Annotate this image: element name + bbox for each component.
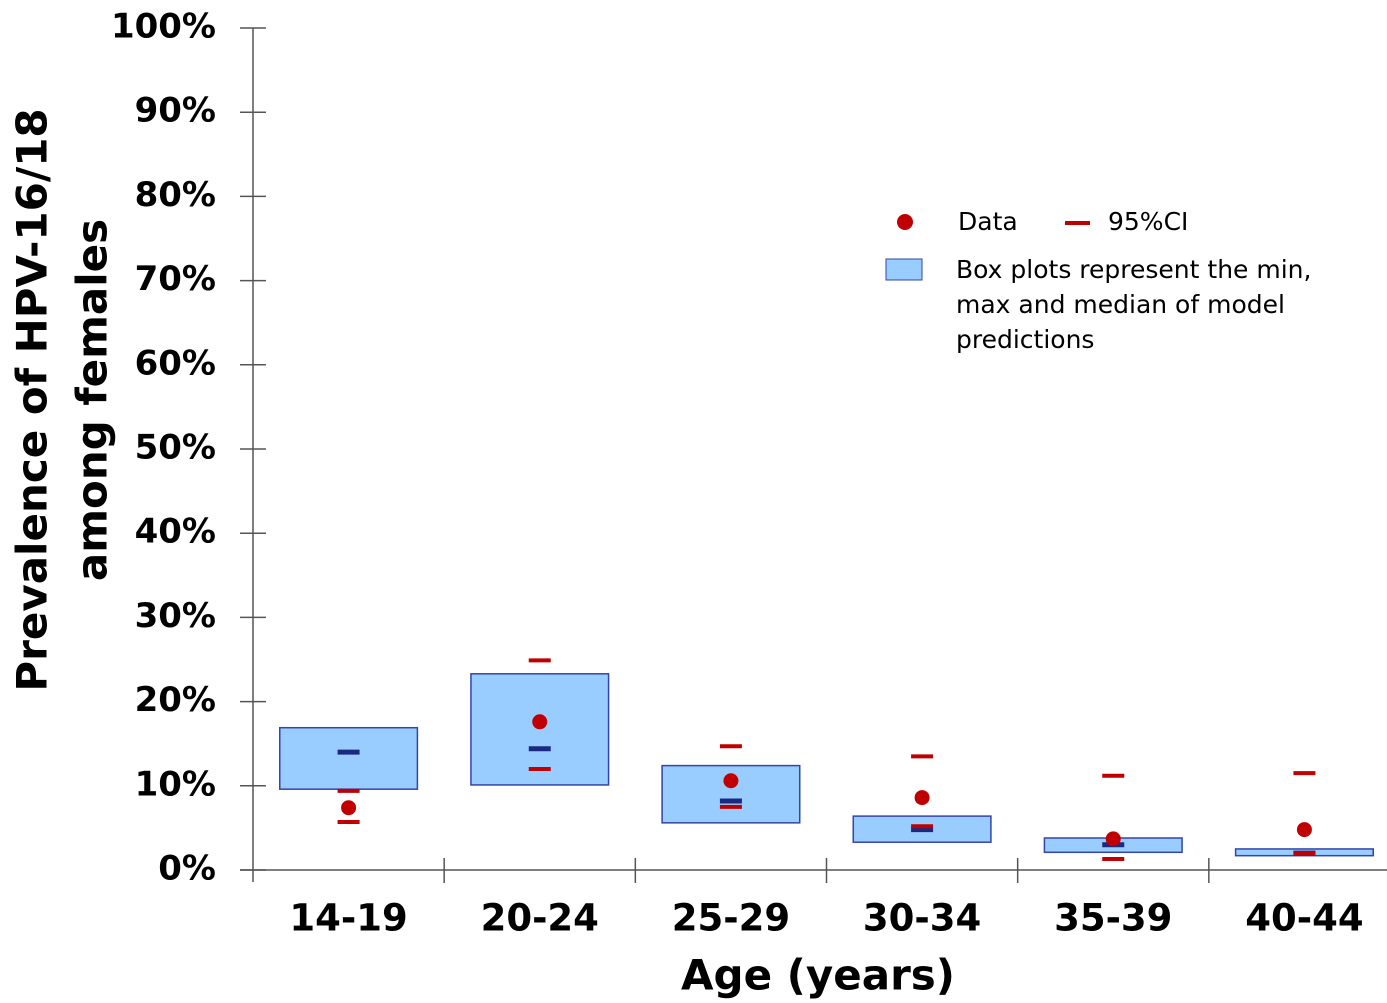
data-point [1105, 831, 1121, 847]
data-point [723, 773, 739, 789]
y-tick-label: 70% [135, 259, 216, 299]
x-tick-label: 25-29 [672, 897, 790, 940]
y-axis-title: Prevalence of HPV-16/18 among females [8, 108, 117, 691]
x-axis-title: Age (years) [681, 951, 955, 1000]
y-title-line: Prevalence of HPV-16/18 [8, 108, 57, 691]
y-tick-label: 60% [135, 343, 216, 383]
x-tick-label: 30-34 [863, 897, 981, 940]
y-tick-label: 30% [135, 596, 216, 636]
data-point [914, 790, 930, 806]
x-tick-label: 14-19 [289, 897, 407, 940]
legend-marker [885, 258, 923, 281]
y-tick-label: 100% [111, 7, 216, 47]
legend-text-box: Box plots represent the min, max and med… [956, 255, 1312, 354]
y-tick-label: 20% [135, 680, 216, 720]
legend-marker [897, 214, 913, 230]
y-tick-label: 90% [135, 91, 216, 131]
y-title-line: among females [68, 219, 117, 581]
y-tick-label: 80% [135, 175, 216, 215]
y-tick-label: 50% [135, 428, 216, 468]
legend-label: Box plots represent the min, max and med… [956, 255, 1312, 354]
x-tick-label: 40-44 [1245, 897, 1363, 940]
legend-label: 95%CI [1108, 207, 1188, 236]
legend-label: Data [958, 207, 1018, 236]
data-point [532, 714, 548, 730]
x-tick-label: 20-24 [481, 897, 599, 940]
y-tick-label: 0% [158, 849, 216, 889]
x-tick-label: 35-39 [1054, 897, 1172, 940]
data-point [1296, 822, 1312, 838]
y-tick-label: 40% [135, 512, 216, 552]
data-point [341, 800, 357, 816]
box [279, 726, 419, 790]
y-tick-label: 10% [135, 764, 216, 804]
box [470, 673, 610, 786]
